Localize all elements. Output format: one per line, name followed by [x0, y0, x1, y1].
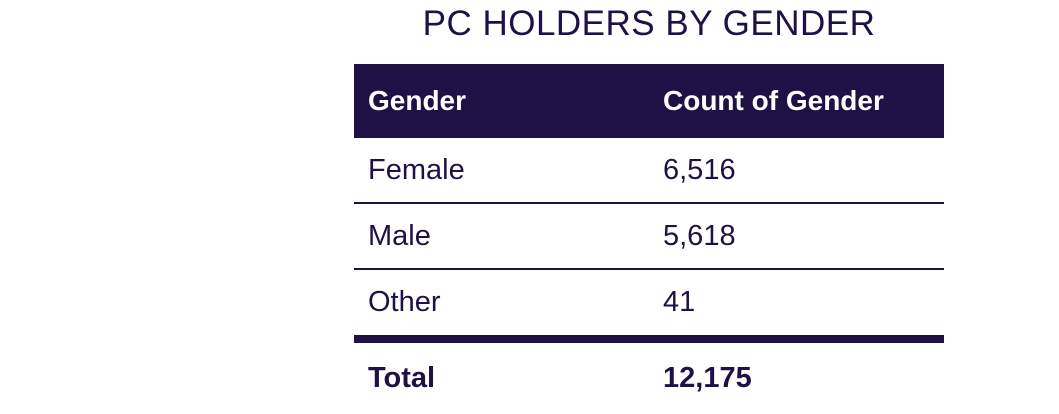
chart-title: PC HOLDERS BY GENDER	[422, 4, 876, 43]
table-row: Female 6,516	[354, 138, 944, 204]
total-label: Total	[368, 362, 436, 394]
column-header-gender: Gender	[368, 85, 467, 116]
total-divider	[354, 335, 944, 343]
table-row: Other 41	[354, 270, 944, 335]
table-header: Gender Count of Gender	[354, 64, 944, 138]
gender-cell: Other	[368, 286, 441, 318]
gender-table: Gender Count of Gender Female 6,516 Male…	[354, 64, 944, 414]
gender-cell: Male	[368, 219, 431, 252]
gender-cell: Female	[368, 153, 465, 186]
column-header-count: Count of Gender	[663, 85, 884, 116]
count-cell: 41	[663, 286, 696, 318]
count-cell: 5,618	[663, 219, 736, 252]
table-row: Male 5,618	[354, 204, 944, 270]
total-row: Total 12,175	[354, 343, 944, 414]
total-count: 12,175	[663, 362, 752, 394]
count-cell: 6,516	[663, 153, 736, 186]
